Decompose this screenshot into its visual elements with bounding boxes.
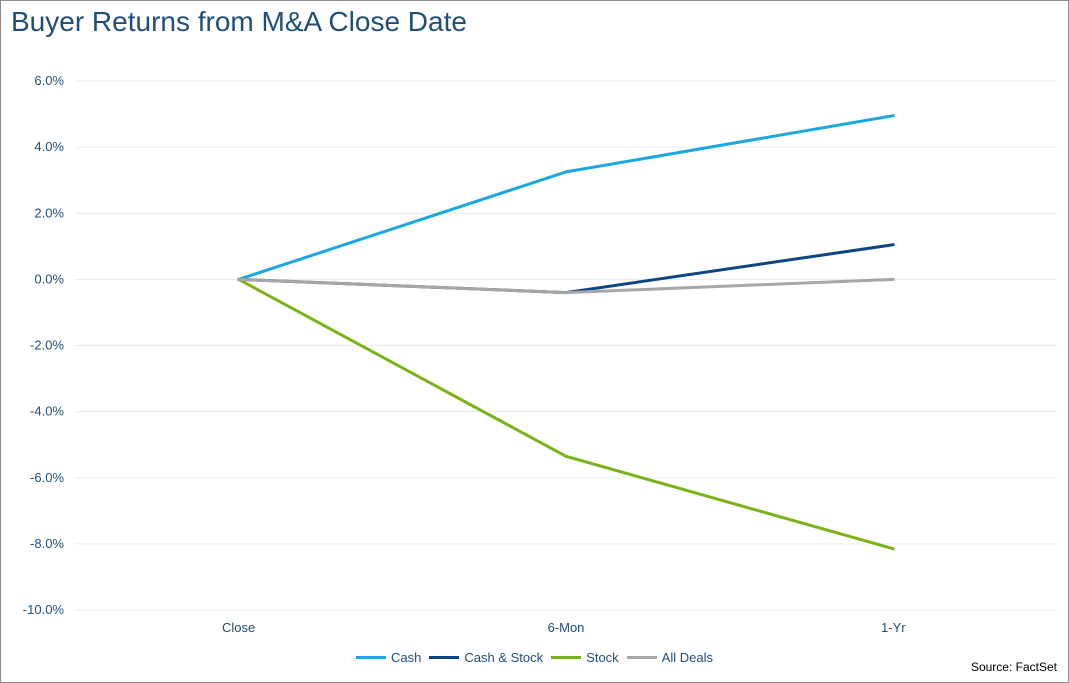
legend-item: Cash & Stock bbox=[429, 650, 543, 665]
series-line-stock bbox=[237, 277, 895, 551]
chart-title: Buyer Returns from M&A Close Date bbox=[11, 6, 467, 37]
legend-label: All Deals bbox=[661, 650, 713, 665]
y-tick-label: 4.0% bbox=[34, 139, 64, 154]
y-tick-label: 2.0% bbox=[34, 205, 64, 220]
y-tick-label: -8.0% bbox=[30, 536, 64, 551]
y-tick-label: -6.0% bbox=[30, 470, 64, 485]
legend-label: Stock bbox=[586, 650, 619, 665]
legend-label: Cash bbox=[391, 650, 422, 665]
legend-item: Cash bbox=[356, 650, 421, 665]
y-tick-label: 0.0% bbox=[34, 271, 64, 286]
y-tick-label: -10.0% bbox=[23, 602, 65, 617]
y-tick-label: -4.0% bbox=[30, 404, 64, 419]
legend-swatch bbox=[551, 656, 582, 659]
legend-label: Cash & Stock bbox=[464, 650, 544, 665]
series-line-cash-stock bbox=[237, 243, 895, 295]
y-tick-label: 6.0% bbox=[34, 73, 64, 88]
legend-item: Stock bbox=[551, 650, 619, 665]
legend-item: All Deals bbox=[626, 650, 713, 665]
legend-swatch bbox=[626, 656, 657, 659]
x-tick-label: 6-Mon bbox=[548, 620, 585, 635]
legend-swatch bbox=[429, 656, 460, 659]
source-note: Source: FactSet bbox=[970, 660, 1057, 674]
chart-legend: Cash Cash & Stock Stock All Deals bbox=[0, 647, 1069, 665]
y-tick-label: -2.0% bbox=[30, 338, 64, 353]
series-line-cash bbox=[237, 114, 895, 281]
x-tick-label: Close bbox=[222, 620, 255, 635]
legend-swatch bbox=[356, 656, 387, 659]
series-line-all-deals bbox=[237, 277, 895, 295]
x-tick-label: 1-Yr bbox=[881, 620, 906, 635]
